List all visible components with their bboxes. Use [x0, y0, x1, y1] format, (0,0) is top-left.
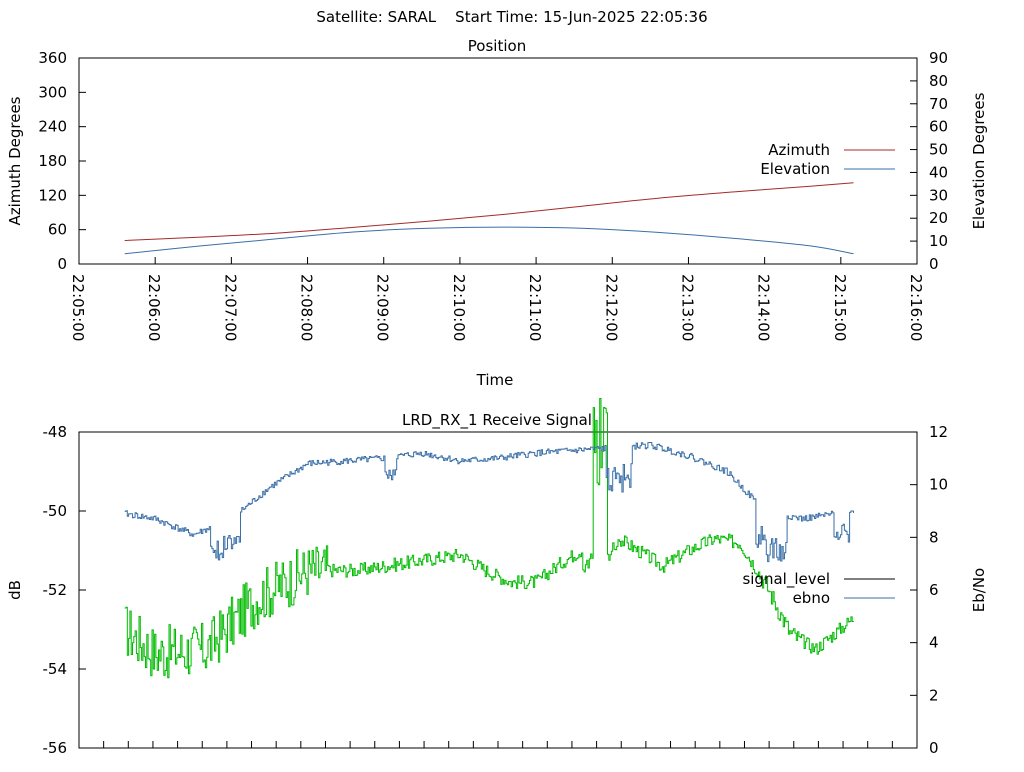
position-legend-label: Elevation	[760, 160, 830, 178]
receive-series	[125, 399, 854, 678]
position-xtick-label: 22:09:00	[374, 274, 392, 341]
position-y2tick-label: 90	[929, 49, 948, 67]
position-series	[125, 183, 854, 254]
receive-y2tick-label: 12	[929, 423, 948, 441]
receive-ytick-label: -48	[43, 423, 68, 441]
position-xtick-label: 22:12:00	[602, 274, 620, 341]
position-y2tick-label: 20	[929, 209, 948, 227]
receive-y2label: Eb/No	[970, 568, 988, 612]
receive-legend-label: ebno	[793, 589, 830, 607]
position-xtick-label: 22:06:00	[145, 274, 163, 341]
receive-signal-chart: LRD_RX_1 Receive Signal dB Eb/No -48 -50 -…	[6, 399, 988, 758]
position-y2tick-label: 70	[929, 95, 948, 113]
position-ytick-label: 0	[57, 255, 67, 273]
position-y2tick-label: 30	[929, 186, 948, 204]
position-xtick-label: 22:10:00	[450, 274, 468, 341]
position-ytick-label: 180	[38, 152, 67, 170]
position-line-elevation	[125, 227, 854, 254]
position-legend-label: Azimuth	[768, 141, 830, 159]
position-xtick-label: 22:07:00	[221, 274, 239, 341]
position-ytick-label: 120	[38, 186, 67, 204]
receive-ytick-label: -54	[43, 660, 68, 678]
receive-legend-label: signal_level	[742, 570, 830, 589]
position-y2tick-label: 50	[929, 141, 948, 159]
position-ylabel: Azimuth Degrees	[6, 96, 24, 225]
position-y2tick-label: 60	[929, 118, 948, 136]
position-y2tick-label: 10	[929, 232, 948, 250]
receive-y2tick-label: 0	[929, 739, 939, 757]
position-y2tick-label: 0	[929, 255, 939, 273]
receive-ytick-label: -52	[43, 581, 68, 599]
position-xtick-label: 22:14:00	[755, 274, 773, 341]
position-xtick-label: 22:05:00	[69, 274, 87, 341]
position-y2label: Elevation Degrees	[970, 92, 988, 229]
receive-ytick-label: -56	[43, 739, 68, 757]
position-ytick-label: 300	[38, 83, 67, 101]
position-line-azimuth	[125, 183, 854, 241]
position-xtick-label: 22:15:00	[831, 274, 849, 341]
receive-y2tick-label: 2	[929, 686, 939, 704]
position-ytick-label: 60	[48, 221, 67, 239]
position-y2tick-label: 80	[929, 72, 948, 90]
receive-y2tick-label: 10	[929, 476, 948, 494]
position-chart: Position Azimuth Degrees Elevation Degre…	[6, 37, 988, 389]
page-header: Satellite: SARAL Start Time: 15-Jun-2025…	[316, 8, 707, 26]
position-ytick-label: 240	[38, 118, 67, 136]
position-axes: 0 60 120 180 240 300 360 0 10 20 30 40 50 60 70 80 90 22:…	[38, 49, 948, 341]
position-xtick-label: 22:16:00	[907, 274, 925, 341]
position-title: Position	[468, 37, 526, 55]
ebno-trace	[125, 443, 854, 562]
receive-y2tick-label: 6	[929, 581, 939, 599]
receive-y2tick-label: 8	[929, 528, 939, 546]
position-xlabel: Time	[476, 371, 514, 389]
receive-ytick-label: -50	[43, 502, 68, 520]
receive-ylabel: dB	[6, 580, 24, 600]
position-y2tick-label: 40	[929, 163, 948, 181]
receive-plot-frame	[79, 432, 917, 748]
receive-y2tick-label: 4	[929, 634, 939, 652]
position-xtick-label: 22:11:00	[526, 274, 544, 341]
position-xtick-label: 22:08:00	[298, 274, 316, 341]
position-xtick-label: 22:13:00	[678, 274, 696, 341]
receive-title: LRD_RX_1 Receive Signal	[402, 411, 592, 430]
position-ytick-label: 360	[38, 49, 67, 67]
